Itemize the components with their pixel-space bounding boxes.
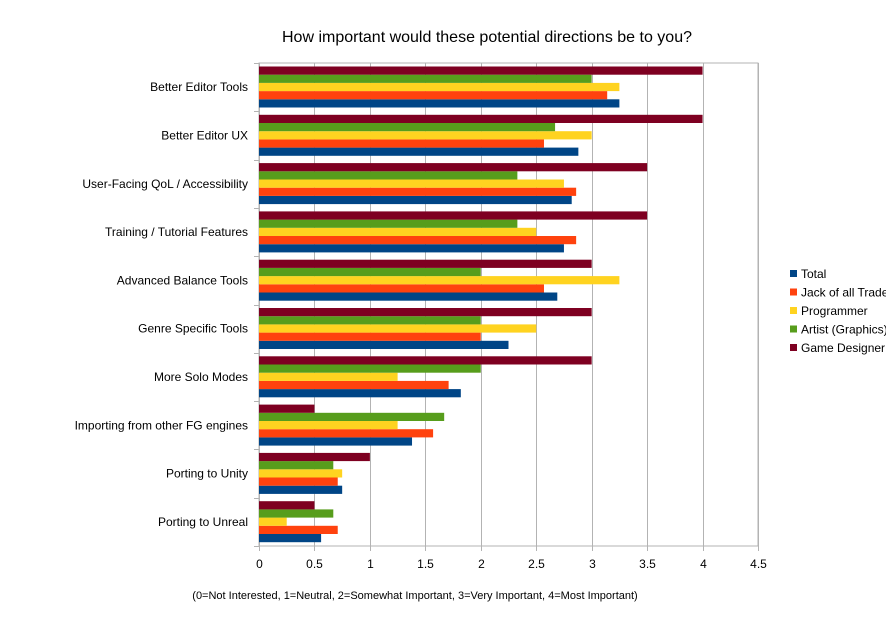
category-label: Importing from other FG engines — [75, 418, 248, 432]
bar-programmer — [259, 179, 564, 188]
category-label: Better Editor UX — [161, 128, 248, 142]
x-tick-label: 4 — [700, 557, 707, 571]
bar-total — [259, 292, 558, 301]
bar-total — [259, 99, 620, 108]
category-label: Training / Tutorial Features — [105, 225, 248, 239]
legend-swatch — [790, 325, 797, 333]
category-labels: Better Editor Tools Better Editor UX User-… — [75, 80, 248, 529]
bar-artist-graphics — [259, 509, 334, 518]
x-tick-label: 2.5 — [528, 557, 545, 571]
x-tick-label: 1.5 — [417, 557, 434, 571]
bar-artist-graphics — [259, 412, 445, 421]
category-label: More Solo Modes — [154, 370, 248, 384]
bar-game-designer — [259, 452, 370, 462]
category-label: Advanced Balance Tools — [117, 273, 248, 287]
bar-programmer — [259, 131, 592, 140]
bar-game-designer — [259, 259, 592, 268]
x-tick-label: 4.5 — [750, 557, 767, 571]
bar-artist-graphics — [259, 267, 481, 277]
bar-jack-of-all-trades — [259, 236, 577, 245]
legend-label: Artist (Graphics) — [801, 323, 886, 337]
bar-game-designer — [259, 66, 703, 75]
bar-game-designer — [259, 163, 648, 172]
bar-artist-graphics — [259, 74, 592, 83]
legend-swatch — [790, 288, 797, 296]
bar-jack-of-all-trades — [259, 525, 338, 534]
bar-total — [259, 534, 322, 543]
bar-programmer — [259, 469, 343, 478]
bar-programmer — [259, 227, 537, 236]
legend-swatch — [790, 270, 797, 277]
bar-game-designer — [259, 501, 315, 510]
axis-layer: 0 0.5 1 1.5 2 2.5 3 3.5 4 4.5 — [254, 63, 767, 571]
bar-jack-of-all-trades — [259, 429, 434, 438]
legend-label: Programmer — [801, 304, 868, 318]
x-tick-label: 0.5 — [306, 557, 323, 571]
x-tick-label: 3.5 — [639, 557, 656, 571]
bar-programmer — [259, 82, 620, 92]
legend: Total Jack of all Trades Programmer Artist … — [790, 267, 886, 355]
x-tick-label: 1 — [367, 557, 374, 571]
bar-game-designer — [259, 404, 315, 413]
bar-jack-of-all-trades — [259, 477, 338, 486]
bar-programmer — [259, 421, 398, 430]
bar-jack-of-all-trades — [259, 187, 577, 196]
bar-jack-of-all-trades — [259, 284, 544, 293]
bar-artist-graphics — [259, 219, 518, 228]
x-axis-note: (0=Not Interested, 1=Neutral, 2=Somewhat… — [192, 590, 637, 602]
bar-artist-graphics — [259, 364, 481, 373]
legend-label: Game Designer — [801, 341, 885, 355]
bar-total — [259, 244, 564, 253]
bar-artist-graphics — [259, 316, 481, 325]
legend-swatch — [790, 344, 797, 351]
bar-jack-of-all-trades — [259, 139, 544, 148]
bar-jack-of-all-trades — [259, 380, 449, 390]
x-tick-label: 0 — [256, 557, 263, 571]
bar-total — [259, 485, 343, 494]
bar-programmer — [259, 276, 620, 285]
bar-total — [259, 437, 413, 446]
bar-game-designer — [259, 114, 703, 123]
bar-total — [259, 340, 509, 349]
bar-game-designer — [259, 356, 592, 365]
bar-programmer — [259, 517, 287, 526]
bar-game-designer — [259, 308, 592, 317]
chart-title: How important would these potential dire… — [282, 29, 692, 46]
legend-swatch — [790, 307, 797, 314]
bar-artist-graphics — [259, 123, 556, 132]
bar-jack-of-all-trades — [259, 91, 608, 100]
bar-programmer — [259, 372, 398, 381]
bar-artist-graphics — [259, 171, 518, 180]
category-label: Genre Specific Tools — [138, 322, 248, 336]
bar-artist-graphics — [259, 461, 334, 470]
bar-programmer — [259, 324, 537, 333]
category-label: Porting to Unity — [166, 467, 248, 481]
bar-jack-of-all-trades — [259, 332, 481, 341]
bar-total — [259, 195, 572, 205]
category-label: Better Editor Tools — [150, 80, 248, 94]
category-label: Porting to Unreal — [158, 515, 248, 529]
category-label: User-Facing QoL / Accessibility — [82, 177, 248, 191]
legend-label: Total — [801, 267, 826, 281]
bars-layer — [259, 66, 703, 543]
bar-total — [259, 147, 579, 156]
bar-game-designer — [259, 211, 648, 220]
legend-label: Jack of all Trades — [801, 286, 886, 300]
x-tick-label: 3 — [589, 557, 596, 571]
bar-total — [259, 389, 461, 398]
x-tick-label: 2 — [478, 557, 485, 571]
